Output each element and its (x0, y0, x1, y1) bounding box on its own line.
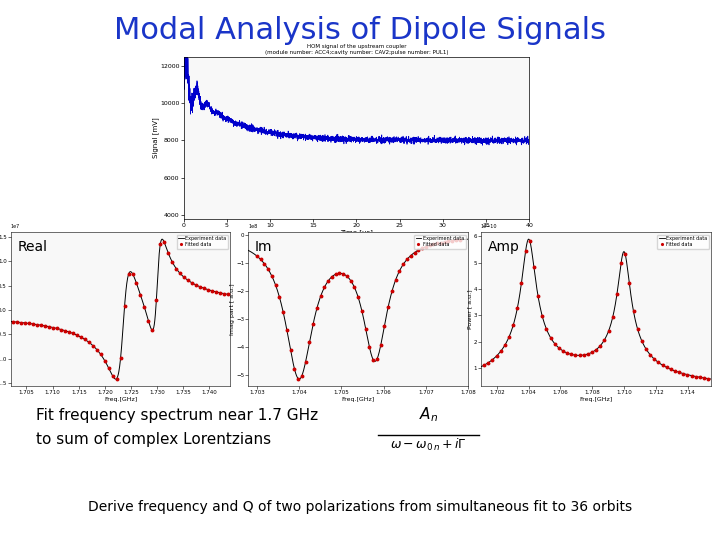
Experiment data (433, 240, 442, 246)
Text: Derive frequency and Q of two polarizations from simultaneous fit to 36 orbits: Derive frequency and Q of two polarizati… (88, 500, 632, 514)
X-axis label: Freq.[GHz]: Freq.[GHz] (580, 397, 613, 402)
Fitted data (538, 313, 546, 319)
Experiment data (112, 376, 120, 382)
Text: Modal Analysis of Dipole Signals: Modal Analysis of Dipole Signals (114, 16, 606, 45)
Fitted data (253, 253, 261, 259)
Fitted data (112, 375, 121, 382)
Experiment data (372, 357, 381, 364)
Line: Experiment data: Experiment data (248, 239, 468, 379)
Title: HOM signal of the upstream coupler
(module number: ACC4;cavity number: CAV2;puls: HOM signal of the upstream coupler (modu… (265, 44, 448, 55)
Text: Fit frequency spectrum near 1.7 GHz: Fit frequency spectrum near 1.7 GHz (36, 408, 318, 423)
Fitted data (436, 239, 445, 246)
Fitted data (331, 271, 340, 278)
Fitted data (700, 375, 708, 381)
Fitted data (290, 366, 299, 372)
Line: Fitted data: Fitted data (12, 241, 229, 380)
Fitted data (223, 291, 232, 298)
Fitted data (451, 237, 460, 244)
Fitted data (480, 362, 488, 368)
Fitted data (567, 351, 575, 357)
Y-axis label: Imag part [ a.u.]: Imag part [ a.u.] (230, 284, 235, 335)
Line: Experiment data: Experiment data (481, 239, 711, 379)
Experiment data (140, 304, 149, 310)
Experiment data (624, 269, 632, 276)
Experiment data (226, 292, 235, 298)
Text: $\omega - \omega_{0\,n} + i\Gamma$: $\omega - \omega_{0\,n} + i\Gamma$ (390, 437, 467, 453)
Experiment data (491, 354, 500, 361)
Y-axis label: Power [ a.u.]: Power [ a.u.] (467, 289, 472, 329)
Experiment data (258, 258, 266, 264)
Experiment data (384, 302, 393, 308)
Legend: Experiment data, Fitted data: Experiment data, Fitted data (414, 235, 466, 248)
X-axis label: Time [µs]: Time [µs] (340, 230, 373, 236)
Fitted data (160, 239, 168, 246)
X-axis label: Freq.[GHz]: Freq.[GHz] (341, 397, 375, 402)
Fitted data (89, 342, 97, 349)
Legend: Experiment data, Fitted data: Experiment data, Fitted data (176, 235, 228, 248)
Fitted data (455, 237, 464, 243)
Fitted data (305, 339, 314, 346)
Experiment data (611, 302, 619, 309)
Experiment data (477, 363, 485, 370)
Line: Fitted data: Fitted data (483, 240, 709, 380)
Fitted data (49, 325, 58, 331)
Fitted data (505, 334, 513, 340)
Fitted data (33, 321, 42, 328)
Fitted data (9, 319, 18, 325)
Text: to sum of complex Lorentzians: to sum of complex Lorentzians (36, 432, 271, 447)
Text: Real: Real (17, 240, 48, 254)
Experiment data (295, 376, 304, 382)
Text: Im: Im (255, 240, 272, 254)
Legend: Experiment data, Fitted data: Experiment data, Fitted data (657, 235, 709, 248)
Fitted data (60, 327, 69, 334)
Text: Amp: Amp (488, 240, 520, 254)
Text: $A_n$: $A_n$ (419, 405, 438, 424)
Experiment data (174, 268, 182, 274)
Experiment data (378, 336, 387, 342)
Experiment data (524, 236, 533, 242)
Fitted data (275, 294, 284, 300)
Experiment data (20, 320, 29, 326)
Experiment data (147, 325, 156, 332)
Y-axis label: Signal [mV]: Signal [mV] (152, 117, 158, 158)
Fitted data (220, 291, 228, 297)
Experiment data (196, 284, 204, 290)
Experiment data (158, 236, 166, 242)
Fitted data (683, 372, 692, 378)
Fitted data (207, 287, 216, 294)
Experiment data (464, 236, 472, 242)
Experiment data (135, 286, 143, 293)
Experiment data (6, 318, 15, 325)
Experiment data (411, 249, 420, 255)
Experiment data (244, 247, 253, 254)
Line: Experiment data: Experiment data (11, 239, 230, 379)
Fitted data (704, 375, 713, 382)
Experiment data (675, 369, 684, 376)
X-axis label: Freq.[GHz]: Freq.[GHz] (104, 397, 138, 402)
Fitted data (521, 248, 530, 254)
Experiment data (617, 260, 626, 266)
Fitted data (526, 238, 534, 244)
Line: Fitted data: Fitted data (256, 239, 461, 380)
Experiment data (652, 357, 660, 364)
Experiment data (707, 376, 716, 382)
Fitted data (294, 375, 302, 382)
